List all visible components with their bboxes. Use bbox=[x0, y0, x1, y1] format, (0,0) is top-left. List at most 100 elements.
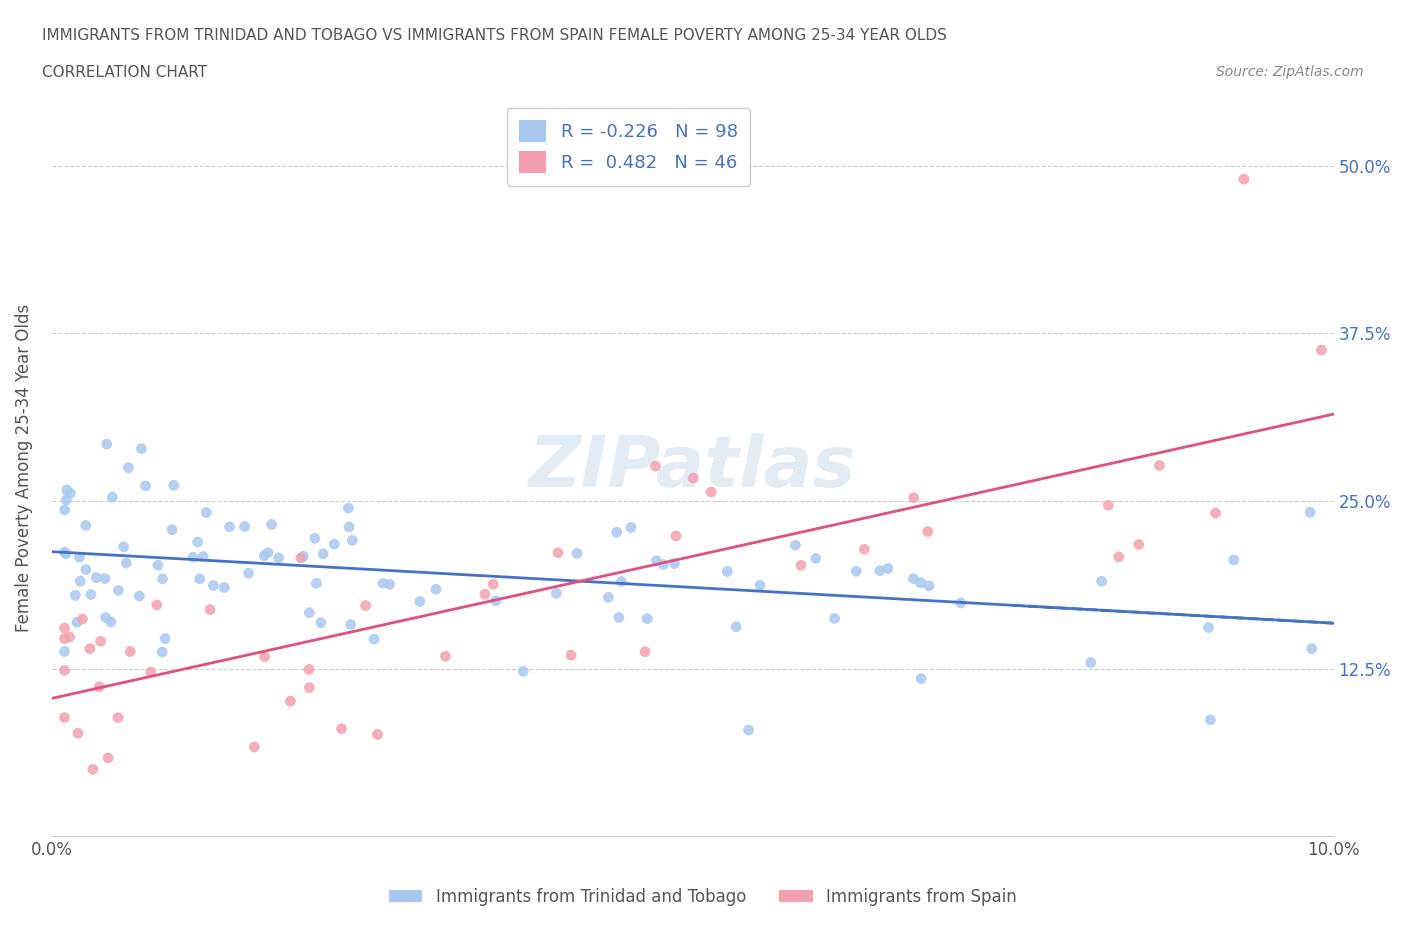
Point bbox=[53, 545, 76, 560]
Point bbox=[150, 644, 173, 659]
Point bbox=[482, 577, 505, 591]
Point bbox=[485, 593, 508, 608]
Point bbox=[309, 616, 332, 631]
Point bbox=[665, 528, 688, 543]
Point bbox=[298, 605, 321, 620]
Text: IMMIGRANTS FROM TRINIDAD AND TOBAGO VS IMMIGRANTS FROM SPAIN FEMALE POVERTY AMON: IMMIGRANTS FROM TRINIDAD AND TOBAGO VS I… bbox=[42, 28, 948, 43]
Point bbox=[53, 711, 76, 725]
Point bbox=[682, 471, 704, 485]
Legend: R = -0.226   N = 98, R =  0.482   N = 46: R = -0.226 N = 98, R = 0.482 N = 46 bbox=[506, 108, 751, 186]
Point bbox=[82, 762, 104, 777]
Point bbox=[53, 663, 76, 678]
Point bbox=[152, 571, 174, 586]
Point bbox=[305, 576, 328, 591]
Point bbox=[354, 598, 377, 613]
Point bbox=[187, 535, 209, 550]
Point bbox=[55, 493, 77, 508]
Point bbox=[257, 545, 280, 560]
Point bbox=[260, 517, 283, 532]
Point bbox=[131, 441, 153, 456]
Point bbox=[716, 564, 738, 578]
Point bbox=[425, 582, 447, 597]
Point bbox=[903, 490, 925, 505]
Point bbox=[1310, 342, 1333, 357]
Point bbox=[725, 619, 748, 634]
Point bbox=[112, 539, 135, 554]
Point bbox=[75, 518, 97, 533]
Point bbox=[910, 671, 932, 686]
Point bbox=[434, 649, 457, 664]
Point bbox=[1223, 552, 1246, 567]
Point bbox=[139, 665, 162, 680]
Point bbox=[160, 523, 183, 538]
Point bbox=[59, 485, 82, 500]
Point bbox=[644, 458, 666, 473]
Point bbox=[1199, 712, 1222, 727]
Point bbox=[53, 620, 76, 635]
Point bbox=[117, 460, 139, 475]
Point bbox=[163, 478, 186, 493]
Point bbox=[652, 557, 675, 572]
Point bbox=[55, 546, 77, 561]
Point bbox=[298, 680, 321, 695]
Point bbox=[181, 550, 204, 565]
Point bbox=[80, 587, 103, 602]
Point bbox=[323, 537, 346, 551]
Point bbox=[1149, 458, 1171, 472]
Point bbox=[1080, 655, 1102, 670]
Point bbox=[949, 595, 972, 610]
Point bbox=[337, 500, 360, 515]
Point bbox=[53, 502, 76, 517]
Point bbox=[610, 574, 633, 589]
Point bbox=[1205, 506, 1227, 521]
Point bbox=[337, 520, 360, 535]
Point bbox=[845, 564, 868, 578]
Point bbox=[560, 647, 582, 662]
Point bbox=[903, 571, 925, 586]
Point bbox=[153, 631, 176, 646]
Point bbox=[737, 723, 759, 737]
Point bbox=[267, 551, 290, 565]
Point bbox=[298, 662, 321, 677]
Point bbox=[56, 483, 79, 498]
Point bbox=[474, 587, 496, 602]
Point bbox=[101, 490, 124, 505]
Point bbox=[292, 549, 315, 564]
Y-axis label: Female Poverty Among 25-34 Year Olds: Female Poverty Among 25-34 Year Olds bbox=[15, 303, 32, 631]
Point bbox=[877, 561, 900, 576]
Point bbox=[202, 578, 225, 593]
Point bbox=[636, 611, 658, 626]
Point bbox=[238, 565, 260, 580]
Point bbox=[97, 751, 120, 765]
Point bbox=[330, 722, 353, 737]
Point bbox=[120, 644, 142, 659]
Point bbox=[253, 549, 276, 564]
Point bbox=[53, 644, 76, 658]
Point bbox=[546, 586, 568, 601]
Point bbox=[195, 505, 218, 520]
Point bbox=[1299, 505, 1322, 520]
Point bbox=[312, 546, 335, 561]
Point bbox=[128, 589, 150, 604]
Point bbox=[824, 611, 846, 626]
Point bbox=[94, 610, 117, 625]
Point bbox=[188, 571, 211, 586]
Point bbox=[96, 437, 118, 452]
Point bbox=[785, 538, 807, 552]
Point bbox=[409, 594, 432, 609]
Point bbox=[804, 551, 827, 565]
Point bbox=[869, 564, 891, 578]
Point bbox=[107, 583, 129, 598]
Point bbox=[89, 679, 111, 694]
Point bbox=[115, 555, 138, 570]
Point bbox=[512, 664, 534, 679]
Point bbox=[1301, 642, 1323, 657]
Point bbox=[853, 542, 876, 557]
Point bbox=[378, 577, 401, 591]
Point bbox=[371, 576, 394, 591]
Point bbox=[90, 634, 112, 649]
Point bbox=[59, 630, 82, 644]
Point bbox=[243, 739, 266, 754]
Point bbox=[212, 580, 235, 595]
Point bbox=[191, 549, 214, 564]
